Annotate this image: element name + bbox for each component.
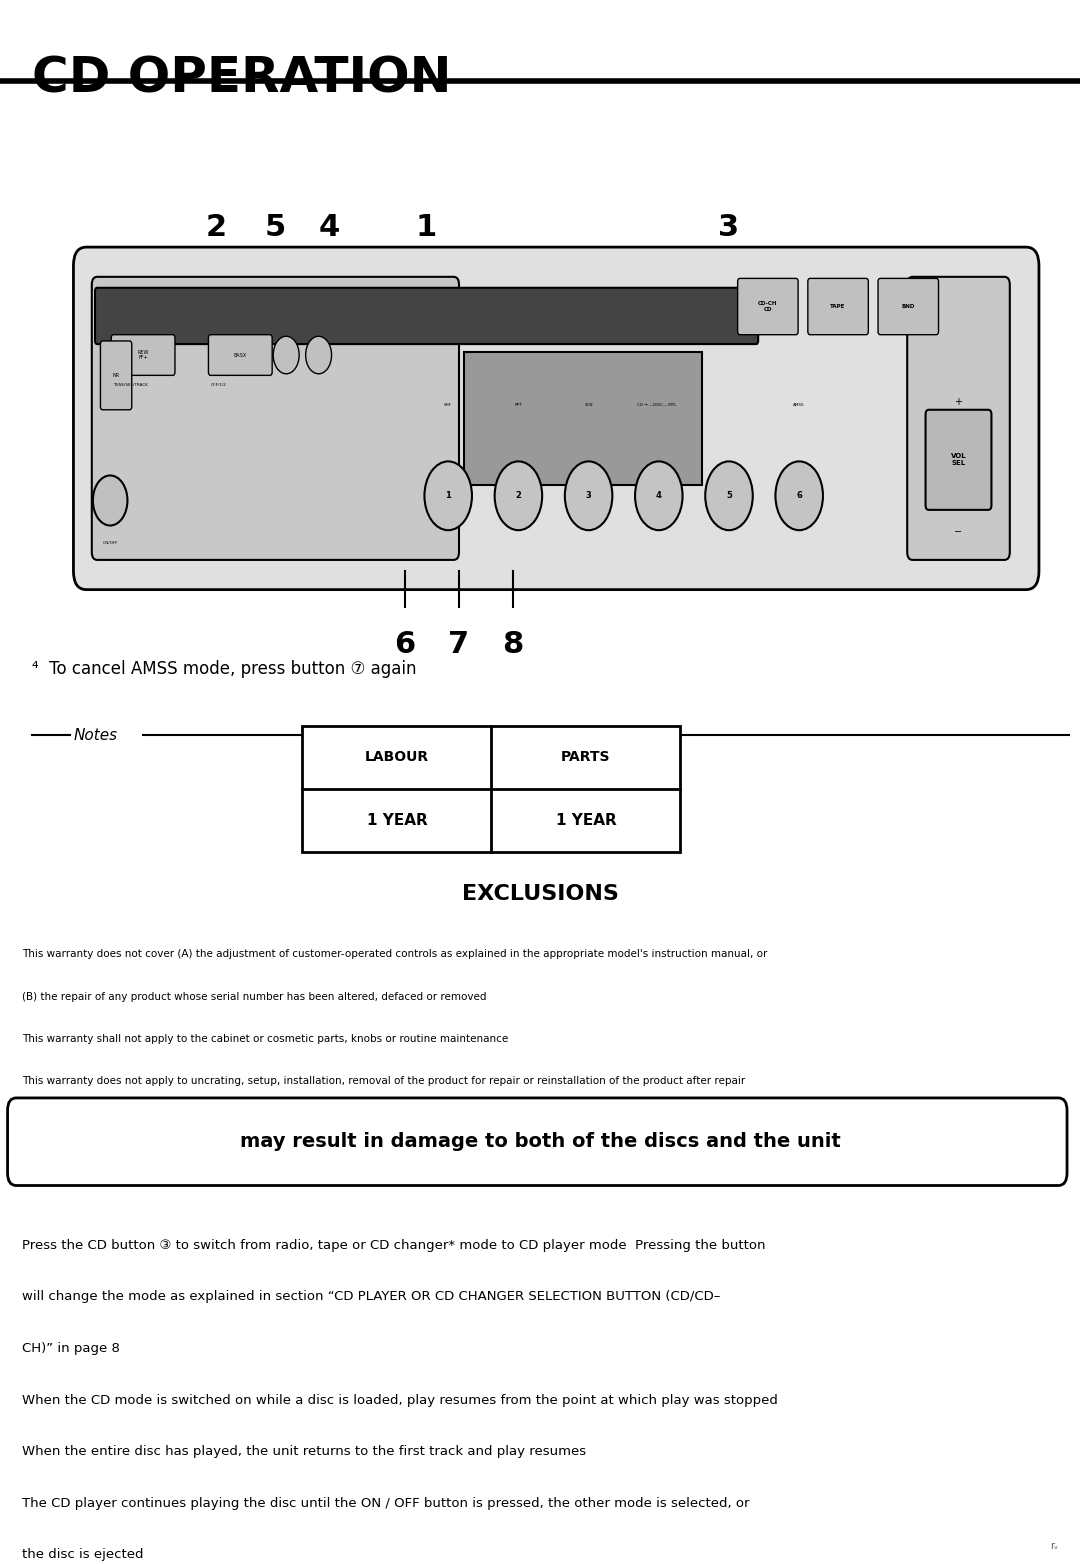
Text: 6: 6 — [796, 491, 802, 500]
Text: 1: 1 — [416, 213, 437, 242]
Text: 3: 3 — [718, 213, 740, 242]
Text: This warranty does not cover (A) the adjustment of customer-operated controls as: This warranty does not cover (A) the adj… — [22, 949, 767, 959]
Text: CH)” in page 8: CH)” in page 8 — [22, 1342, 120, 1354]
Text: SWITCHING TO CD MODE .................................: SWITCHING TO CD MODE ...................… — [22, 1145, 769, 1173]
FancyBboxPatch shape — [8, 1098, 1067, 1186]
Text: BASX: BASX — [233, 352, 247, 358]
Text: rᵥ: rᵥ — [1050, 1542, 1058, 1551]
Text: The CD player continues playing the disc until the ON / OFF button is pressed, t: The CD player continues playing the disc… — [22, 1497, 750, 1509]
Text: 5: 5 — [726, 491, 732, 500]
Text: AMSS: AMSS — [794, 402, 805, 407]
Text: CD → —DISC— MTL: CD → —DISC— MTL — [637, 402, 676, 407]
Text: SCN: SCN — [584, 402, 593, 407]
Text: −: − — [955, 527, 962, 536]
FancyBboxPatch shape — [926, 410, 991, 510]
Text: Press the CD button ③ to switch from radio, tape or CD changer* mode to CD playe: Press the CD button ③ to switch from rad… — [22, 1239, 765, 1251]
Text: CD-CH
CD: CD-CH CD — [758, 302, 778, 311]
Text: OFF/1/2: OFF/1/2 — [211, 383, 227, 388]
Circle shape — [565, 461, 612, 530]
Text: TAPE: TAPE — [831, 303, 846, 310]
FancyBboxPatch shape — [73, 247, 1039, 590]
Circle shape — [635, 461, 683, 530]
Text: This warranty shall not apply to the cabinet or cosmetic parts, knobs or routine: This warranty shall not apply to the cab… — [22, 1034, 508, 1043]
Text: 1 YEAR: 1 YEAR — [366, 813, 428, 829]
Text: ON/OFF: ON/OFF — [103, 541, 118, 544]
Text: 8: 8 — [502, 630, 524, 660]
Circle shape — [775, 461, 823, 530]
Text: will change the mode as explained in section “CD PLAYER OR CD CHANGER SELECTION : will change the mode as explained in sec… — [22, 1290, 720, 1303]
Text: BND: BND — [902, 303, 915, 310]
Text: 1 YEAR: 1 YEAR — [555, 813, 617, 829]
Circle shape — [705, 461, 753, 530]
Text: TUNE/SEL/TRACK: TUNE/SEL/TRACK — [113, 383, 148, 388]
Text: (B) the repair of any product whose serial number has been altered, defaced or r: (B) the repair of any product whose seri… — [22, 992, 486, 1001]
FancyBboxPatch shape — [92, 277, 459, 560]
Text: 4: 4 — [656, 491, 662, 500]
Text: +: + — [955, 397, 962, 407]
FancyBboxPatch shape — [111, 335, 175, 375]
FancyBboxPatch shape — [738, 278, 798, 335]
Text: 6: 6 — [394, 630, 416, 660]
Text: REW
FF+: REW FF+ — [137, 350, 149, 360]
Text: CD OPERATION: CD OPERATION — [32, 55, 451, 103]
Text: may result in damage to both of the discs and the unit: may result in damage to both of the disc… — [240, 1132, 840, 1151]
Text: SHF: SHF — [444, 402, 453, 407]
Circle shape — [424, 461, 472, 530]
FancyBboxPatch shape — [878, 278, 939, 335]
Text: RPT: RPT — [514, 402, 523, 407]
Text: When the entire disc has played, the unit returns to the first track and play re: When the entire disc has played, the uni… — [22, 1445, 585, 1458]
Circle shape — [306, 336, 332, 374]
Text: 3: 3 — [1034, 1145, 1053, 1173]
FancyBboxPatch shape — [808, 278, 868, 335]
Text: This warranty does not apply to uncrating, setup, installation, removal of the p: This warranty does not apply to uncratin… — [22, 1076, 745, 1085]
Text: 7: 7 — [448, 630, 470, 660]
Text: EXCLUSIONS: EXCLUSIONS — [461, 884, 619, 904]
Circle shape — [93, 475, 127, 526]
Circle shape — [273, 336, 299, 374]
Text: 1: 1 — [445, 491, 451, 500]
Bar — [464, 352, 702, 485]
Text: LABOUR: LABOUR — [365, 751, 429, 765]
Text: 3: 3 — [585, 491, 592, 500]
Text: the disc is ejected: the disc is ejected — [22, 1548, 143, 1561]
Text: 5: 5 — [265, 213, 286, 242]
Text: 2: 2 — [515, 491, 522, 500]
Text: Notes: Notes — [73, 727, 118, 743]
Text: 2: 2 — [205, 213, 227, 242]
FancyBboxPatch shape — [100, 341, 132, 410]
Text: ⁴  To cancel AMSS mode, press button ⑦ again: ⁴ To cancel AMSS mode, press button ⑦ ag… — [32, 660, 417, 679]
Bar — [302, 726, 680, 852]
Text: VOL
SEL: VOL SEL — [950, 454, 967, 466]
Text: PARTS: PARTS — [562, 751, 610, 765]
FancyBboxPatch shape — [95, 288, 758, 344]
Circle shape — [495, 461, 542, 530]
FancyBboxPatch shape — [208, 335, 272, 375]
Text: When the CD mode is switched on while a disc is loaded, play resumes from the po: When the CD mode is switched on while a … — [22, 1394, 778, 1406]
Text: NR: NR — [112, 372, 120, 378]
Text: 4: 4 — [319, 213, 340, 242]
FancyBboxPatch shape — [907, 277, 1010, 560]
